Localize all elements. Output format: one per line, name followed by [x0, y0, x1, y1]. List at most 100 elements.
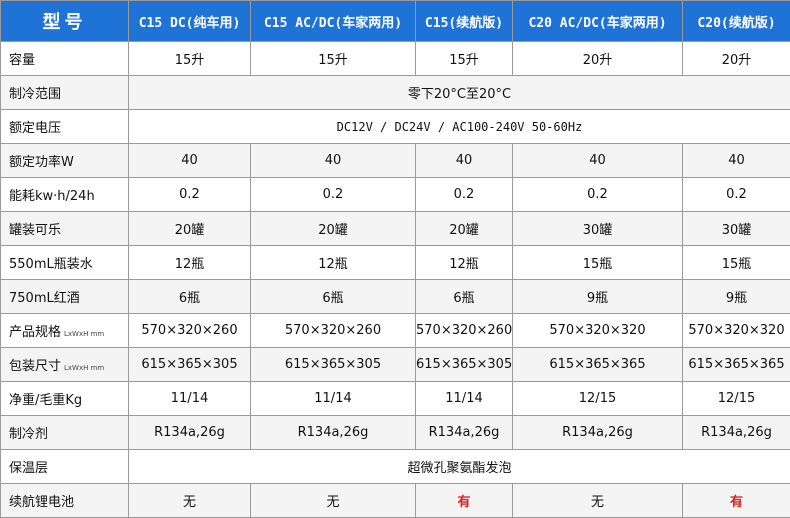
table-cell: 12瓶: [129, 246, 251, 280]
table-cell: 570×320×260: [129, 314, 251, 348]
row-label-text: 额定功率W: [9, 155, 74, 170]
row-label: 额定功率W: [1, 144, 129, 178]
table-cell: 6瓶: [129, 280, 251, 314]
row-label-text: 制冷剂: [9, 427, 48, 442]
table-cell: 20罐: [416, 212, 513, 246]
row-label-text: 罐装可乐: [9, 223, 61, 238]
table-cell: 15升: [129, 42, 251, 76]
table-cell: 0.2: [683, 178, 790, 212]
table-cell: R134a,26g: [513, 416, 683, 450]
header-model: C20(续航版): [683, 1, 790, 42]
table-cell: 11/14: [129, 382, 251, 416]
row-label: 额定电压: [1, 110, 129, 144]
header-model: C15(续航版): [416, 1, 513, 42]
table-cell: 15瓶: [683, 246, 790, 280]
table-cell: 40: [416, 144, 513, 178]
header-corner: 型号: [1, 1, 129, 42]
row-label: 制冷剂: [1, 416, 129, 450]
row-label-text: 产品规格: [9, 325, 61, 340]
table-cell: 615×365×305: [129, 348, 251, 382]
table-cell: 615×365×305: [416, 348, 513, 382]
table-cell: 无: [513, 484, 683, 518]
row-label-unit: LxWxH mm: [64, 330, 104, 338]
table-cell: 9瓶: [513, 280, 683, 314]
table-cell: 570×320×320: [683, 314, 790, 348]
row-label: 制冷范围: [1, 76, 129, 110]
table-cell: 无: [129, 484, 251, 518]
row-label: 容量: [1, 42, 129, 76]
table-cell: 30罐: [513, 212, 683, 246]
table-cell: 12/15: [513, 382, 683, 416]
table-row: 保温层 超微孔聚氨酯发泡: [1, 450, 790, 484]
table-cell: 11/14: [416, 382, 513, 416]
row-label: 罐装可乐: [1, 212, 129, 246]
table-cell: 615×365×305: [251, 348, 416, 382]
table-cell: 11/14: [251, 382, 416, 416]
table-cell: 570×320×320: [513, 314, 683, 348]
row-label: 能耗kw·h/24h: [1, 178, 129, 212]
table-cell: 570×320×260: [251, 314, 416, 348]
table-cell: R134a,26g: [683, 416, 790, 450]
header-model: C15 AC/DC(车家两用): [251, 1, 416, 42]
table-cell: 20升: [683, 42, 790, 76]
row-label-text: 容量: [9, 53, 35, 68]
merged-cell: 超微孔聚氨酯发泡: [129, 450, 790, 484]
table-cell: 0.2: [513, 178, 683, 212]
table-cell: 20升: [513, 42, 683, 76]
header-model: C20 AC/DC(车家两用): [513, 1, 683, 42]
table-row: 制冷范围零下20°C至20°C: [1, 76, 790, 110]
table-cell: 12瓶: [251, 246, 416, 280]
row-label: 续航锂电池: [1, 484, 129, 518]
table-cell: 6瓶: [251, 280, 416, 314]
table-cell: 12/15: [683, 382, 790, 416]
table-cell: 15升: [416, 42, 513, 76]
table-cell: 15升: [251, 42, 416, 76]
table-cell: 无: [251, 484, 416, 518]
table-cell: 9瓶: [683, 280, 790, 314]
table-row: 额定电压 DC12V / DC24V / AC100-240V 50-60Hz: [1, 110, 790, 144]
table-row: 续航锂电池无无有无有: [1, 484, 790, 518]
table-cell: R134a,26g: [251, 416, 416, 450]
row-label-text: 保温层: [9, 461, 48, 476]
table-cell: 12瓶: [416, 246, 513, 280]
row-label: 保温层: [1, 450, 129, 484]
merged-cell: DC12V / DC24V / AC100-240V 50-60Hz: [129, 110, 790, 144]
row-label-text: 续航锂电池: [9, 495, 74, 510]
table-cell: 20罐: [129, 212, 251, 246]
table-cell: R134a,26g: [416, 416, 513, 450]
merged-cell: 零下20°C至20°C: [129, 76, 790, 110]
table-cell: 30罐: [683, 212, 790, 246]
table-cell: 40: [513, 144, 683, 178]
table-cell: R134a,26g: [129, 416, 251, 450]
table-cell: 615×365×365: [683, 348, 790, 382]
row-label-text: 550mL瓶装水: [9, 257, 93, 272]
table-cell: 0.2: [129, 178, 251, 212]
row-label: 750mL红酒: [1, 280, 129, 314]
table-cell: 有: [683, 484, 790, 518]
table-cell: 570×320×260: [416, 314, 513, 348]
row-label: 550mL瓶装水: [1, 246, 129, 280]
table-cell: 40: [683, 144, 790, 178]
table-cell: 40: [251, 144, 416, 178]
row-label-text: 包装尺寸: [9, 359, 61, 374]
table-header: 型号 C15 DC(纯车用) C15 AC/DC(车家两用) C15(续航版) …: [1, 1, 790, 42]
row-label-text: 额定电压: [9, 121, 61, 136]
table-cell: 15瓶: [513, 246, 683, 280]
table-cell: 615×365×365: [513, 348, 683, 382]
table-cell: 40: [129, 144, 251, 178]
header-model: C15 DC(纯车用): [129, 1, 251, 42]
table-cell: 6瓶: [416, 280, 513, 314]
table-cell: 0.2: [416, 178, 513, 212]
